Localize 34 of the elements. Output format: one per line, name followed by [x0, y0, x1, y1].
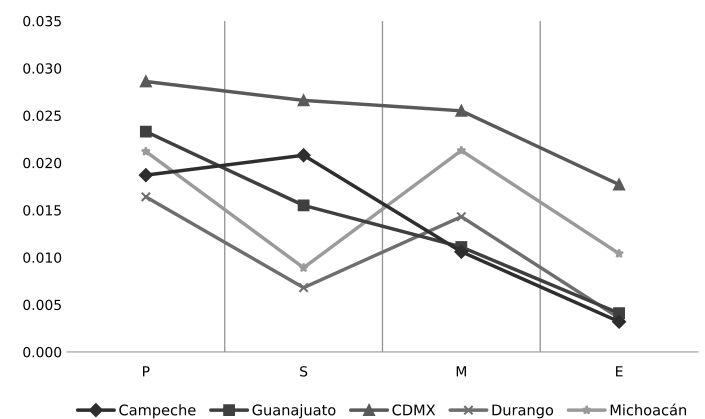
legend-label: Guanajuato — [252, 404, 336, 418]
y-tick-label: 0.030 — [23, 63, 62, 74]
point — [454, 244, 468, 259]
legend-label: Durango — [492, 404, 554, 418]
point — [455, 104, 468, 117]
y-tick-label: 0.035 — [23, 16, 61, 26]
y-tick-label: 0.015 — [23, 205, 61, 216]
y-tick-label: 0.010 — [23, 252, 62, 263]
point — [614, 248, 624, 258]
point — [138, 168, 153, 182]
y-tick-label: 0.000 — [23, 346, 62, 358]
x-tick-label: E — [616, 366, 623, 376]
point — [298, 199, 310, 212]
x-tick-label: M — [456, 366, 466, 376]
point — [456, 145, 466, 155]
point — [298, 262, 309, 272]
y-tick-label: 0.005 — [23, 300, 61, 310]
legend-label: Michoacán — [610, 404, 686, 416]
y-tick-label: 0.025 — [23, 110, 61, 121]
legend-label: Campeche — [119, 404, 196, 418]
point — [140, 192, 152, 202]
point — [296, 148, 311, 162]
y-tick-label: 0.020 — [23, 158, 62, 168]
point — [140, 76, 152, 88]
x-tick-label: P — [143, 366, 150, 376]
x-tick-label: S — [300, 366, 308, 377]
point — [140, 146, 151, 156]
point — [298, 282, 309, 293]
point — [456, 212, 467, 222]
point — [140, 126, 152, 138]
point — [612, 314, 626, 329]
legend-label: CDMX — [392, 404, 436, 416]
point — [613, 178, 625, 190]
point — [298, 94, 310, 106]
